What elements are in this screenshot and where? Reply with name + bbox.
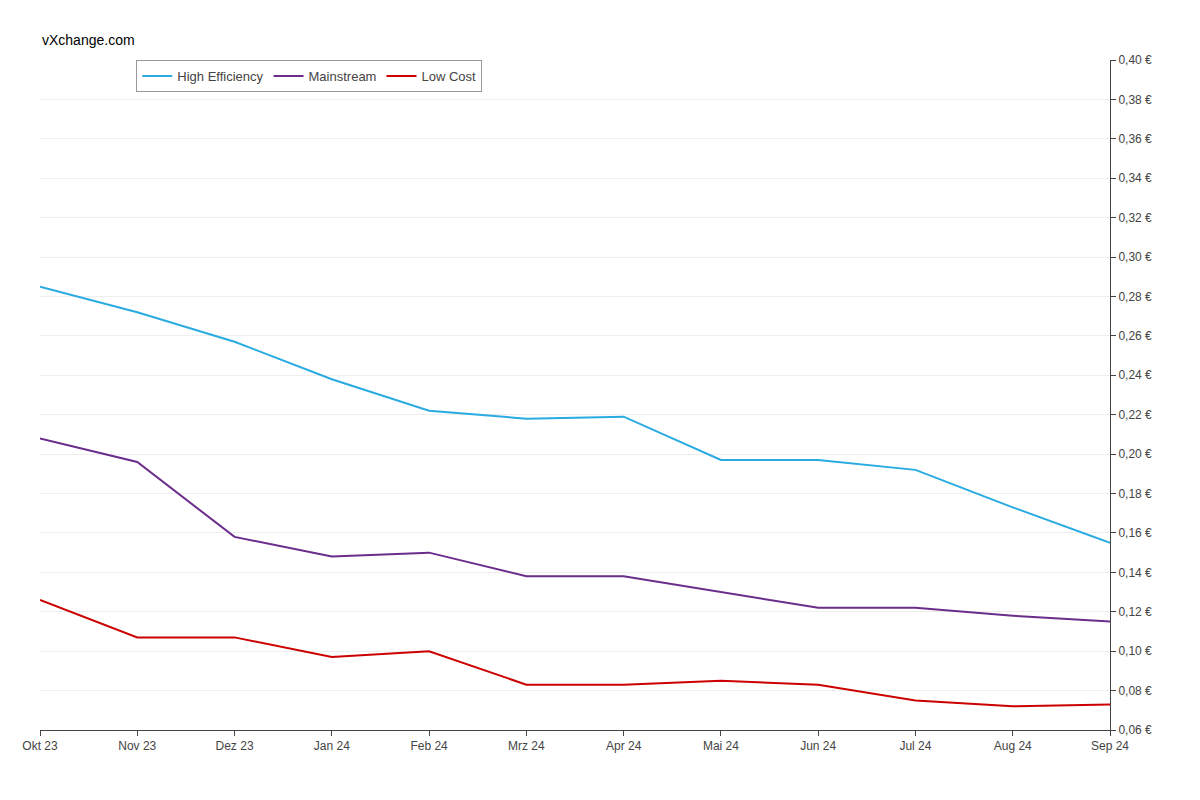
svg-text:0,20 €: 0,20 € bbox=[1118, 447, 1152, 461]
svg-text:0,40 €: 0,40 € bbox=[1118, 53, 1152, 67]
svg-text:Mai 24: Mai 24 bbox=[703, 739, 739, 753]
svg-text:vXchange.com: vXchange.com bbox=[42, 32, 135, 48]
svg-text:0,30 €: 0,30 € bbox=[1118, 250, 1152, 264]
svg-text:Aug 24: Aug 24 bbox=[994, 739, 1032, 753]
svg-text:Jan 24: Jan 24 bbox=[314, 739, 350, 753]
svg-text:Feb 24: Feb 24 bbox=[410, 739, 448, 753]
svg-text:Low Cost: Low Cost bbox=[421, 69, 476, 84]
svg-text:Mrz 24: Mrz 24 bbox=[508, 739, 545, 753]
svg-text:0,16 €: 0,16 € bbox=[1118, 526, 1152, 540]
svg-text:0,34 €: 0,34 € bbox=[1118, 171, 1152, 185]
svg-text:0,12 €: 0,12 € bbox=[1118, 605, 1152, 619]
svg-text:0,32 €: 0,32 € bbox=[1118, 211, 1152, 225]
svg-text:0,26 €: 0,26 € bbox=[1118, 329, 1152, 343]
svg-text:Jul 24: Jul 24 bbox=[899, 739, 931, 753]
svg-text:Okt 23: Okt 23 bbox=[22, 739, 58, 753]
svg-text:Jun 24: Jun 24 bbox=[800, 739, 836, 753]
svg-text:0,14 €: 0,14 € bbox=[1118, 566, 1152, 580]
svg-text:0,24 €: 0,24 € bbox=[1118, 368, 1152, 382]
svg-text:Dez 23: Dez 23 bbox=[216, 739, 254, 753]
svg-text:Mainstream: Mainstream bbox=[309, 69, 377, 84]
svg-text:Apr 24: Apr 24 bbox=[606, 739, 642, 753]
svg-text:Nov 23: Nov 23 bbox=[118, 739, 156, 753]
svg-text:High Efficiency: High Efficiency bbox=[177, 69, 263, 84]
svg-text:0,10 €: 0,10 € bbox=[1118, 644, 1152, 658]
svg-text:0,38 €: 0,38 € bbox=[1118, 93, 1152, 107]
svg-text:0,22 €: 0,22 € bbox=[1118, 408, 1152, 422]
svg-text:Sep 24: Sep 24 bbox=[1091, 739, 1129, 753]
svg-text:0,06 €: 0,06 € bbox=[1118, 723, 1152, 737]
svg-text:0,28 €: 0,28 € bbox=[1118, 290, 1152, 304]
svg-text:0,08 €: 0,08 € bbox=[1118, 684, 1152, 698]
svg-text:0,36 €: 0,36 € bbox=[1118, 132, 1152, 146]
svg-text:0,18 €: 0,18 € bbox=[1118, 487, 1152, 501]
